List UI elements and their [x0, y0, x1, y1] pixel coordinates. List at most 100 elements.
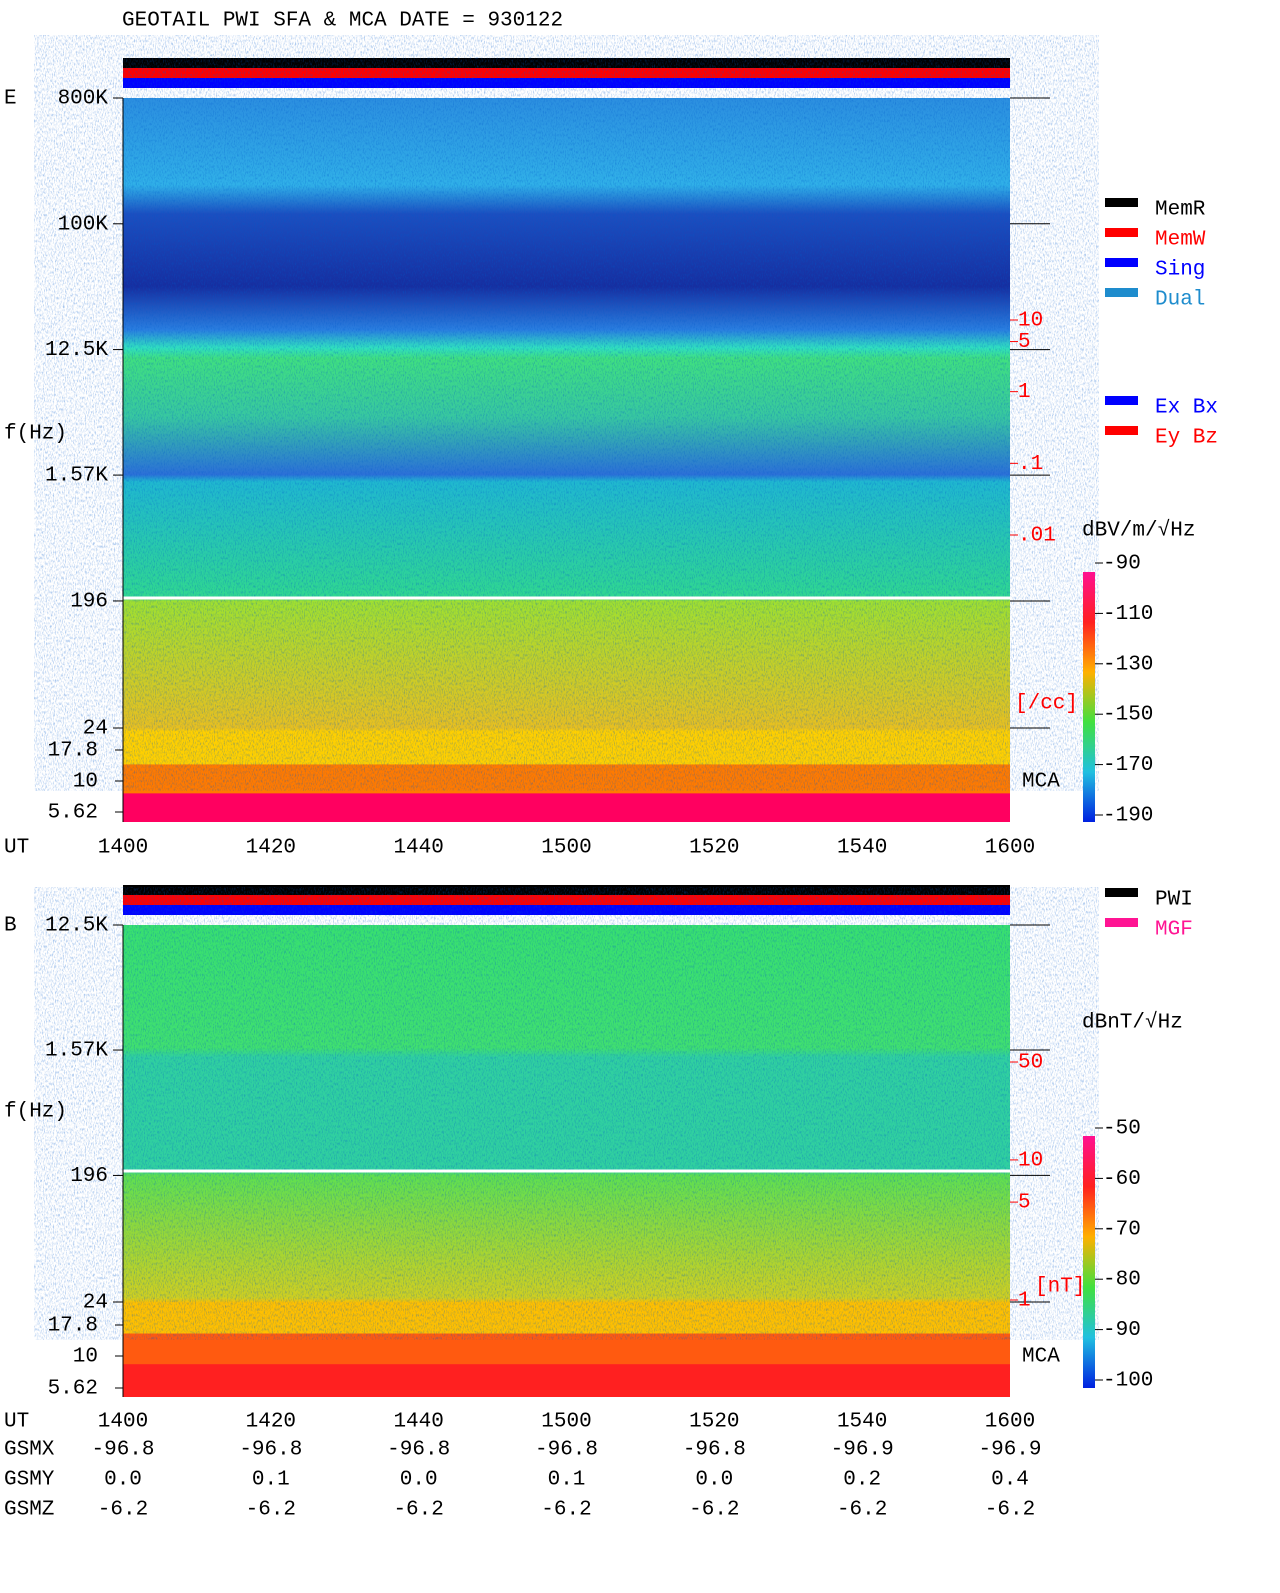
status-bar	[123, 895, 1010, 905]
status-bar	[123, 68, 1010, 78]
y2-tick-label: 10	[1018, 310, 1043, 333]
y2-tick-label: 10	[1018, 1149, 1043, 1172]
mca-tick-label: 5.62	[48, 802, 98, 825]
orbit-row-label: GSMZ	[4, 1499, 54, 1522]
status-bar	[123, 58, 1010, 68]
orbit-value: -6.2	[98, 1499, 148, 1522]
orbit-value: 0.4	[991, 1469, 1029, 1492]
x-tick-label: 1400	[98, 837, 148, 860]
y2-tick-label: 50	[1018, 1052, 1043, 1075]
orbit-value: -96.8	[239, 1439, 302, 1462]
x-axis-label: UT	[4, 1411, 29, 1434]
mca-label: MCA	[1022, 771, 1060, 794]
legend-label: Ex Bx	[1155, 397, 1218, 420]
y2-tick-label: 5	[1018, 1192, 1031, 1215]
y-axis-label: f(Hz)	[4, 1101, 67, 1124]
x-tick-label: 1520	[689, 837, 739, 860]
x-tick-label: 1540	[837, 1411, 887, 1434]
orbit-value: -96.8	[535, 1439, 598, 1462]
x-tick-label: 1520	[689, 1411, 739, 1434]
orbit-value: 0.1	[252, 1469, 290, 1492]
colorbar	[1083, 1136, 1095, 1388]
y-tick-label: 24	[83, 718, 108, 741]
orbit-value: -96.8	[683, 1439, 746, 1462]
colorbar-tick-label: -110	[1103, 603, 1153, 626]
orbit-row-label: GSMY	[4, 1469, 55, 1492]
legend-label: MemW	[1155, 229, 1206, 252]
orbit-value: -6.2	[393, 1499, 443, 1522]
orbit-value: -6.2	[689, 1499, 739, 1522]
colorbar-title: dBV/m/√Hz	[1082, 519, 1195, 543]
legend-swatch	[1105, 228, 1138, 237]
panel-label: E	[4, 88, 17, 111]
mca-tick-label: 10	[73, 771, 98, 794]
x-tick-label: 1500	[541, 837, 591, 860]
orbit-value: -96.9	[831, 1439, 894, 1462]
x-tick-label: 1420	[246, 1411, 296, 1434]
orbit-value: -6.2	[541, 1499, 591, 1522]
colorbar-tick-label: -60	[1103, 1168, 1141, 1191]
y2-label: [/cc]	[1015, 693, 1078, 716]
legend-swatch	[1105, 888, 1138, 897]
x-tick-label: 1440	[393, 837, 443, 860]
colorbar-tick-label: -90	[1103, 553, 1141, 576]
colorbar-tick-label: -130	[1103, 653, 1153, 676]
status-bar	[123, 78, 1010, 88]
spectrogram-texture	[123, 98, 1010, 728]
y-tick-label: 12.5K	[45, 915, 108, 938]
orbit-row-label: GSMX	[4, 1439, 55, 1462]
legend-label: Dual	[1155, 289, 1205, 312]
mca-tick-label: 17.8	[48, 1315, 98, 1338]
orbit-value: -6.2	[985, 1499, 1035, 1522]
colorbar-tick-label: -170	[1103, 754, 1153, 777]
y-tick-label: 196	[70, 1165, 108, 1188]
x-tick-label: 1500	[541, 1411, 591, 1434]
x-tick-label: 1540	[837, 837, 887, 860]
orbit-value: 0.2	[843, 1469, 881, 1492]
orbit-value: 0.1	[548, 1469, 586, 1492]
orbit-value: -96.8	[387, 1439, 450, 1462]
legend-label: MGF	[1155, 919, 1193, 942]
y-tick-label: 800K	[58, 88, 109, 111]
y2-tick-label: .01	[1018, 525, 1056, 548]
x-tick-label: 1420	[246, 837, 296, 860]
colorbar-tick-label: -150	[1103, 704, 1153, 727]
mca-tick-label: 10	[73, 1346, 98, 1369]
legend-swatch	[1105, 918, 1138, 927]
y-tick-label: 24	[83, 1292, 108, 1315]
y2-tick-label: 1	[1018, 1290, 1031, 1313]
x-tick-label: 1600	[985, 837, 1035, 860]
x-tick-label: 1600	[985, 1411, 1035, 1434]
x-axis-label: UT	[4, 837, 29, 860]
y-tick-label: 100K	[58, 213, 109, 236]
legend-swatch	[1105, 396, 1138, 405]
orbit-value: 0.0	[695, 1469, 733, 1492]
colorbar-tick-label: -50	[1103, 1118, 1141, 1141]
y-tick-label: 196	[70, 591, 108, 614]
orbit-value: -96.8	[91, 1439, 154, 1462]
legend-swatch	[1105, 288, 1138, 297]
orbit-value: 0.0	[104, 1469, 142, 1492]
y-axis-label: f(Hz)	[4, 423, 67, 446]
mca-label: MCA	[1022, 1346, 1060, 1369]
legend-label: Ey Bz	[1155, 427, 1218, 450]
y-tick-label: 1.57K	[45, 1040, 108, 1063]
colorbar	[1083, 572, 1095, 822]
colorbar-tick-label: -80	[1103, 1269, 1141, 1292]
panel-label: B	[4, 915, 17, 938]
y2-tick-label: 1	[1018, 381, 1031, 404]
y-tick-label: 12.5K	[45, 339, 108, 362]
colorbar-tick-label: -100	[1103, 1370, 1153, 1393]
colorbar-tick-label: -90	[1103, 1319, 1141, 1342]
status-bar	[123, 905, 1010, 915]
legend-swatch	[1105, 258, 1138, 267]
y2-label: [nT]	[1035, 1276, 1085, 1299]
orbit-value: 0.0	[400, 1469, 438, 1492]
colorbar-tick-label: -70	[1103, 1218, 1141, 1241]
orbit-value: -6.2	[837, 1499, 887, 1522]
mca-tick-label: 5.62	[48, 1378, 98, 1401]
x-tick-label: 1400	[98, 1411, 148, 1434]
x-tick-label: 1440	[393, 1411, 443, 1434]
